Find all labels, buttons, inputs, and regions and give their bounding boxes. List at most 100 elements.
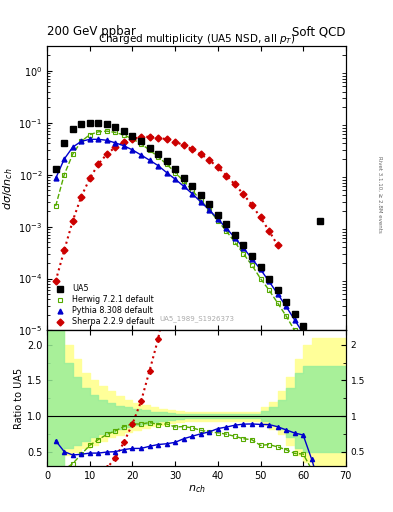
Herwig 7.2.1 default bbox=[53, 203, 58, 209]
Pythia 8.308 default bbox=[79, 138, 84, 144]
Text: 200 GeV ppbar: 200 GeV ppbar bbox=[47, 26, 136, 38]
Sherpa 2.2.9 default bbox=[156, 135, 160, 141]
UA5 bbox=[147, 145, 152, 151]
Sherpa 2.2.9 default bbox=[164, 136, 169, 142]
UA5 bbox=[105, 121, 109, 127]
Pythia 8.308 default bbox=[130, 147, 135, 153]
UA5 bbox=[241, 242, 246, 248]
Sherpa 2.2.9 default bbox=[181, 142, 186, 148]
Text: Soft QCD: Soft QCD bbox=[292, 26, 346, 38]
Herwig 7.2.1 default bbox=[292, 327, 297, 333]
Pythia 8.308 default bbox=[207, 207, 212, 213]
UA5 bbox=[88, 120, 92, 126]
UA5 bbox=[258, 264, 263, 270]
Herwig 7.2.1 default bbox=[130, 136, 135, 142]
UA5 bbox=[250, 253, 254, 259]
Text: Rivet 3.1.10, ≥ 2.8M events: Rivet 3.1.10, ≥ 2.8M events bbox=[377, 156, 382, 233]
UA5 bbox=[121, 129, 126, 135]
UA5 bbox=[79, 121, 84, 127]
UA5 bbox=[275, 287, 280, 293]
Sherpa 2.2.9 default bbox=[105, 151, 109, 157]
UA5 bbox=[318, 218, 323, 224]
Herwig 7.2.1 default bbox=[215, 218, 220, 224]
Herwig 7.2.1 default bbox=[241, 251, 246, 257]
Herwig 7.2.1 default bbox=[301, 340, 305, 347]
Herwig 7.2.1 default bbox=[156, 154, 160, 160]
Sherpa 2.2.9 default bbox=[267, 228, 272, 234]
UA5 bbox=[70, 126, 75, 132]
Line: Pythia 8.308 default: Pythia 8.308 default bbox=[53, 137, 331, 379]
Pythia 8.308 default bbox=[62, 156, 66, 162]
Pythia 8.308 default bbox=[301, 330, 305, 336]
Sherpa 2.2.9 default bbox=[62, 247, 66, 253]
Herwig 7.2.1 default bbox=[284, 313, 288, 319]
Sherpa 2.2.9 default bbox=[70, 218, 75, 224]
Herwig 7.2.1 default bbox=[258, 275, 263, 282]
Herwig 7.2.1 default bbox=[96, 129, 101, 135]
Herwig 7.2.1 default bbox=[164, 161, 169, 167]
Herwig 7.2.1 default bbox=[70, 151, 75, 157]
Herwig 7.2.1 default bbox=[88, 132, 92, 138]
UA5 bbox=[156, 151, 160, 157]
Sherpa 2.2.9 default bbox=[113, 144, 118, 150]
Sherpa 2.2.9 default bbox=[250, 202, 254, 208]
Pythia 8.308 default bbox=[156, 162, 160, 168]
Pythia 8.308 default bbox=[233, 234, 237, 241]
UA5 bbox=[53, 166, 58, 172]
Pythia 8.308 default bbox=[241, 245, 246, 251]
Pythia 8.308 default bbox=[113, 140, 118, 146]
X-axis label: $n_{ch}$: $n_{ch}$ bbox=[187, 483, 206, 495]
Sherpa 2.2.9 default bbox=[241, 191, 246, 197]
Herwig 7.2.1 default bbox=[62, 172, 66, 178]
UA5 bbox=[207, 201, 212, 207]
UA5 bbox=[198, 193, 203, 199]
Pythia 8.308 default bbox=[164, 169, 169, 176]
Pythia 8.308 default bbox=[139, 152, 143, 158]
Pythia 8.308 default bbox=[250, 256, 254, 262]
UA5 bbox=[164, 158, 169, 164]
Pythia 8.308 default bbox=[181, 183, 186, 189]
Herwig 7.2.1 default bbox=[233, 239, 237, 245]
UA5 bbox=[301, 323, 305, 329]
UA5 bbox=[284, 298, 288, 305]
Legend: UA5, Herwig 7.2.1 default, Pythia 8.308 default, Sherpa 2.2.9 default: UA5, Herwig 7.2.1 default, Pythia 8.308 … bbox=[50, 283, 156, 328]
Sherpa 2.2.9 default bbox=[275, 242, 280, 248]
Sherpa 2.2.9 default bbox=[233, 181, 237, 187]
Pythia 8.308 default bbox=[173, 176, 178, 182]
Pythia 8.308 default bbox=[96, 136, 101, 142]
UA5 bbox=[190, 183, 195, 189]
UA5 bbox=[233, 231, 237, 238]
Sherpa 2.2.9 default bbox=[96, 161, 101, 167]
UA5 bbox=[267, 275, 272, 282]
Title: Charged multiplicity (UA5 NSD, all $p_T$): Charged multiplicity (UA5 NSD, all $p_T$… bbox=[98, 32, 295, 46]
Sherpa 2.2.9 default bbox=[79, 194, 84, 200]
Pythia 8.308 default bbox=[309, 345, 314, 351]
Herwig 7.2.1 default bbox=[207, 207, 212, 213]
Pythia 8.308 default bbox=[292, 317, 297, 323]
UA5 bbox=[62, 140, 66, 146]
Herwig 7.2.1 default bbox=[198, 197, 203, 203]
Pythia 8.308 default bbox=[318, 359, 323, 365]
Line: Sherpa 2.2.9 default: Sherpa 2.2.9 default bbox=[53, 134, 280, 283]
Sherpa 2.2.9 default bbox=[207, 157, 212, 163]
Pythia 8.308 default bbox=[88, 136, 92, 142]
UA5 bbox=[181, 175, 186, 181]
Herwig 7.2.1 default bbox=[327, 383, 331, 390]
Pythia 8.308 default bbox=[258, 266, 263, 272]
Herwig 7.2.1 default bbox=[224, 228, 229, 234]
Herwig 7.2.1 default bbox=[190, 187, 195, 194]
Herwig 7.2.1 default bbox=[121, 132, 126, 138]
Herwig 7.2.1 default bbox=[173, 169, 178, 176]
Pythia 8.308 default bbox=[275, 291, 280, 297]
Sherpa 2.2.9 default bbox=[139, 134, 143, 140]
UA5 bbox=[96, 120, 101, 126]
Herwig 7.2.1 default bbox=[335, 399, 340, 405]
Herwig 7.2.1 default bbox=[139, 141, 143, 147]
Herwig 7.2.1 default bbox=[147, 147, 152, 153]
Sherpa 2.2.9 default bbox=[258, 215, 263, 221]
UA5 bbox=[130, 133, 135, 139]
UA5 bbox=[113, 124, 118, 131]
Sherpa 2.2.9 default bbox=[53, 278, 58, 284]
Herwig 7.2.1 default bbox=[113, 130, 118, 136]
Herwig 7.2.1 default bbox=[181, 178, 186, 184]
